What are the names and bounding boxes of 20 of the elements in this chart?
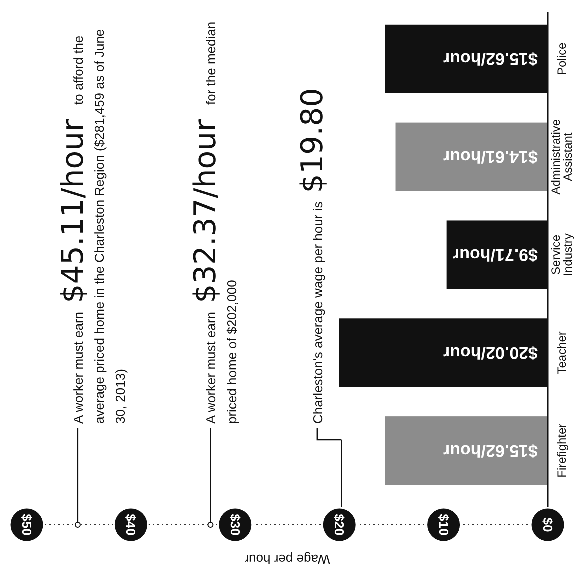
data-label: $14.61/hour <box>443 148 538 167</box>
bar <box>385 416 548 486</box>
y-tick-label: Firefighter <box>555 424 569 478</box>
x-tick-label: $40 <box>124 514 139 536</box>
y-tick-label: Service Industry <box>549 234 575 276</box>
ref-line-label: Charleston's average wage per hour is $19.80 <box>295 88 330 424</box>
data-label: $15.62/hour <box>443 441 538 460</box>
x-axis-title: Wage per hour <box>244 552 330 567</box>
x-tick-label: $50 <box>20 514 34 536</box>
x-tick-label: $20 <box>332 514 348 536</box>
y-tick-label: Administrative Assistant <box>549 119 575 195</box>
bar <box>396 122 548 192</box>
data-label: $9.71/hour <box>452 246 538 264</box>
data-label: $15.62/hour <box>443 50 538 69</box>
x-tick-label: $30 <box>228 514 243 536</box>
y-tick-label: Teacher <box>555 332 569 374</box>
x-tick-label: $0 <box>540 518 556 532</box>
x-tick-label: $10 <box>436 514 452 536</box>
y-tick-label: Police <box>555 42 569 76</box>
data-label: $20.02/hour <box>443 343 538 362</box>
